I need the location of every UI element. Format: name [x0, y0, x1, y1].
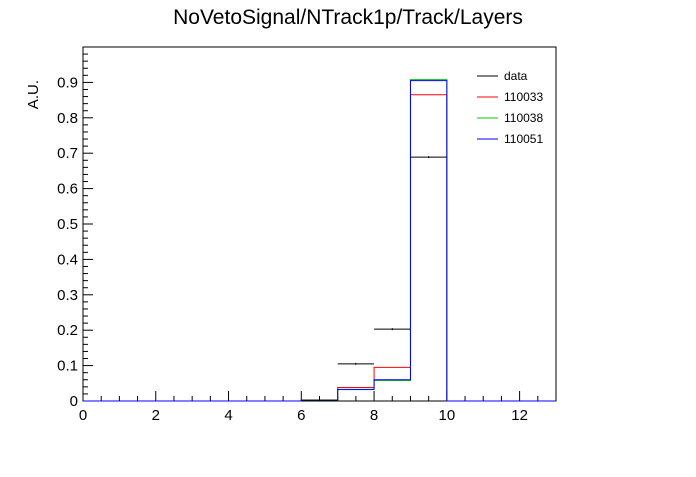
x-tick-label: 8 [370, 407, 378, 424]
legend-label: 110033 [504, 90, 543, 104]
legend-label: 110051 [504, 132, 543, 146]
plot-frame [82, 46, 557, 402]
y-tick-label: 0.8 [57, 110, 78, 127]
y-tick-label: 0.5 [57, 216, 78, 233]
y-tick-label: 0 [70, 393, 78, 410]
series-line-110033 [83, 94, 556, 402]
y-axis-label: A.U. [25, 80, 42, 109]
x-tick-label: 10 [439, 407, 456, 424]
y-tick-label: 0.3 [57, 287, 78, 304]
x-tick-label: 6 [297, 407, 305, 424]
legend: data 110033 110038 110051 [477, 69, 543, 146]
x-tick-label: 0 [79, 407, 87, 424]
y-tick-label: 0.6 [57, 181, 78, 198]
y-tick-label: 0.1 [57, 358, 78, 375]
y-tick-label: 0.4 [57, 251, 78, 268]
x-tick-label: 4 [224, 407, 232, 424]
series-line-110051 [83, 80, 556, 402]
x-tick-label: 2 [152, 407, 160, 424]
x-tick-label: 12 [511, 407, 528, 424]
plot-area: 0 2 4 6 8 10 12 0 0.1 0.2 0.3 0.4 0.5 0.6 0.7 0.8 0.9 [57, 46, 557, 424]
series-line-110038 [83, 79, 556, 402]
chart-title: NoVetoSignal/NTrack1p/Track/Layers [173, 6, 523, 29]
y-tick-label: 0.9 [57, 74, 78, 91]
y-tick-label: 0.7 [57, 145, 78, 162]
y-tick-label: 0.2 [57, 322, 78, 339]
legend-label: data [504, 69, 528, 83]
legend-label: 110038 [504, 111, 543, 125]
